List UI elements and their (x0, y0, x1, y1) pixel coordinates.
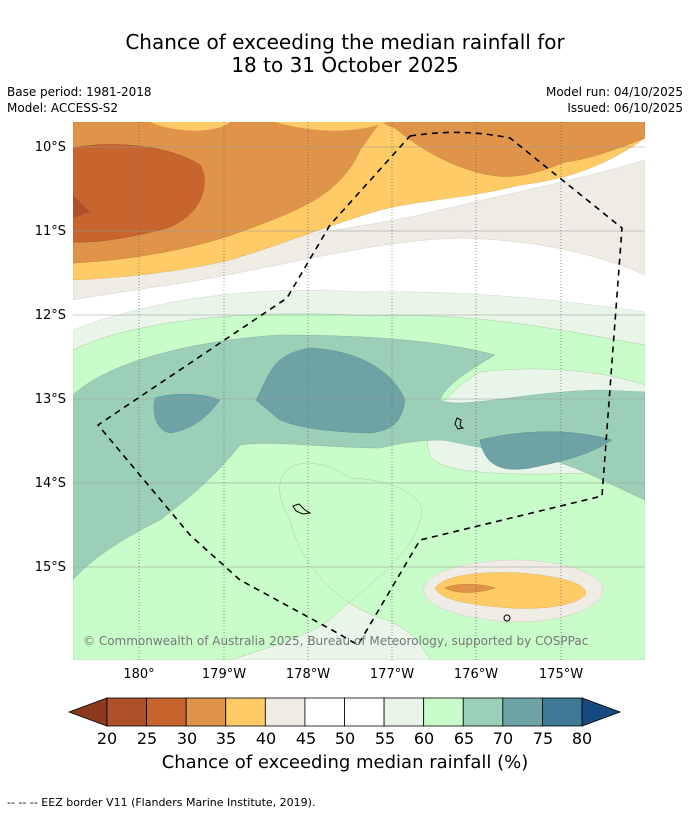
field-25-30 (73, 144, 205, 243)
lon-label: 177°W (370, 667, 414, 682)
colorbar-cell (344, 697, 385, 727)
lon-label: 180° (123, 667, 154, 682)
lat-labels: 10°S 11°S 12°S 13°S 14°S 15°S (35, 140, 66, 575)
colorbar-cell (462, 697, 504, 727)
colorbar-tick: 45 (295, 729, 317, 748)
field-70-75-c (479, 431, 613, 470)
colorbar-cell (383, 697, 425, 727)
lat-label: 14°S (35, 476, 66, 491)
colorbar (67, 697, 622, 727)
rainfall-map: 10°S 11°S 12°S 13°S 14°S 15°S 180° 179°W… (35, 122, 645, 682)
field-70-75-a (255, 347, 406, 434)
lat-label: 15°S (35, 560, 66, 575)
lon-label: 176°W (454, 667, 498, 682)
colorbar-extend-high (581, 697, 622, 727)
colorbar-cell (185, 697, 227, 727)
model-run: Model run: 04/10/2025 (545, 85, 683, 99)
field-65-70 (73, 334, 645, 581)
colorbar-tick: 75 (532, 729, 554, 748)
map-fields (73, 122, 645, 660)
colorbar-cells (67, 697, 622, 727)
lon-labels: 180° 179°W 178°W 177°W 176°W 175°W (123, 667, 583, 682)
field-30-35-cap (150, 122, 230, 131)
lat-label: 13°S (35, 392, 66, 407)
colorbar-title: Chance of exceeding median rainfall (%) (161, 752, 529, 773)
lat-label: 10°S (35, 140, 66, 155)
title-line-1: Chance of exceeding the median rainfall … (125, 30, 565, 54)
colorbar-cell (225, 697, 266, 727)
eez-border (96, 131, 623, 647)
colorbar-tick: 50 (334, 729, 356, 748)
colorbar-tick: 30 (176, 729, 198, 748)
lat-label: 12°S (35, 308, 66, 323)
field-70-75-b (153, 393, 221, 434)
colorbar-tick: 65 (453, 729, 475, 748)
island-south (503, 614, 511, 622)
base-period: Base period: 1981-2018 (7, 85, 152, 99)
field-35-40-bottom (434, 572, 586, 609)
field-30-35-top (73, 122, 645, 264)
lat-label: 11°S (35, 224, 66, 239)
meta-right: Model run: 04/10/2025 Issued: 06/10/2025 (546, 84, 683, 116)
colorbar-tick: 25 (136, 729, 158, 748)
colorbar-cell (146, 697, 187, 727)
colorbar-cell (264, 697, 306, 727)
colorbar-tick: 35 (215, 729, 237, 748)
colorbar-cell (542, 697, 583, 727)
lon-label: 179°W (202, 667, 246, 682)
colorbar-cell (502, 697, 543, 727)
colorbar-cell (106, 697, 147, 727)
colorbar-cell (304, 697, 345, 727)
colorbar-tick: 80 (571, 729, 593, 748)
colorbar-cell (423, 697, 464, 727)
colorbar-tick: 20 (96, 729, 118, 748)
field-40-45-top (73, 159, 645, 301)
colorbar-tick: 40 (255, 729, 277, 748)
title-line-2: 18 to 31 October 2025 (231, 53, 459, 77)
chart-title: Chance of exceeding the median rainfall … (0, 31, 690, 77)
lat-gridlines (73, 146, 645, 568)
field-30-35-spot (444, 584, 496, 593)
lon-label: 178°W (286, 667, 330, 682)
colorbar-tick: 60 (413, 729, 435, 748)
island-vanua-balavu (454, 417, 465, 430)
colorbar-extend-low (67, 697, 108, 727)
island-lau-group (292, 503, 312, 515)
meta-left: Base period: 1981-2018 Model: ACCESS-S2 (7, 84, 152, 116)
eez-legend: -- -- -- EEZ border V11 (Flanders Marine… (7, 796, 316, 809)
model-name: Model: ACCESS-S2 (7, 101, 119, 115)
field-30-35-cap-2 (275, 122, 388, 131)
lon-label: 175°W (539, 667, 583, 682)
colorbar-tick: 55 (374, 729, 396, 748)
issued-date: Issued: 06/10/2025 (567, 101, 683, 115)
field-20-25 (73, 195, 90, 218)
colorbar-tick: 70 (492, 729, 514, 748)
copyright-notice: © Commonwealth of Australia 2025, Bureau… (83, 634, 588, 648)
